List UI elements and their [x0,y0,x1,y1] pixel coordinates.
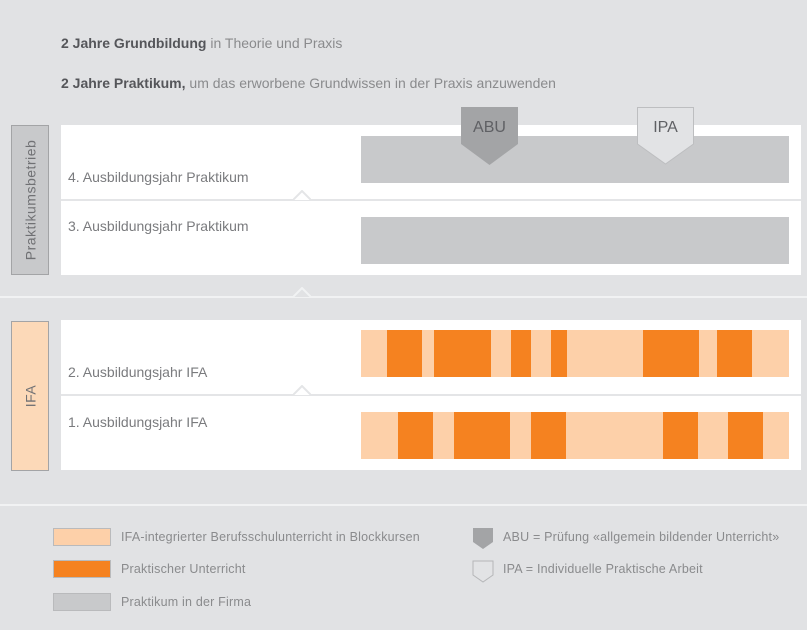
abu-marker: ABU [461,107,518,165]
intro-line-grundbildung: 2 Jahre Grundbildung in Theorie und Prax… [61,35,342,51]
legend-label-practical: Praktischer Unterricht [121,562,246,576]
row-divider [61,199,801,201]
legend-separator [0,504,807,506]
section-separator [0,296,807,298]
row-label-year-1: 1. Ausbildungsjahr IFA [68,414,208,430]
practical-block [663,412,698,459]
intro-text-grundbildung: in Theorie und Praxis [206,35,343,51]
row-label-year-3: 3. Ausbildungsjahr Praktikum [68,218,249,234]
legend-label-internship: Praktikum in der Firma [121,595,252,609]
legend-label-ipa: IPA = Individuelle Praktische Arbeit [503,562,703,576]
intro-bold-grundbildung: 2 Jahre Grundbildung [61,35,207,51]
practical-block [398,412,433,459]
practical-block [551,330,567,377]
bar-year-1-ifa [361,412,789,459]
legend-label-ifa-school: IFA-integrierter Berufsschulunterricht i… [121,530,420,544]
legend-swatch-internship [53,593,111,611]
row-label-year-4: 4. Ausbildungsjahr Praktikum [68,169,249,185]
practical-block [717,330,752,377]
caret-icon [293,287,311,298]
practical-block [728,412,763,459]
abu-shield-icon [461,107,518,165]
legend-swatch-ifa-school [53,528,111,546]
practical-block [387,330,422,377]
caret-icon [293,385,311,395]
ipa-shield-icon [472,560,494,583]
practical-block [511,330,531,377]
bar-year-3-internship [361,217,789,264]
practical-block [454,412,510,459]
panel-ifa: 2. Ausbildungsjahr IFA 1. Ausbildungsjah… [61,320,801,470]
bar-year-2-ifa [361,330,789,377]
intro-line-praktikum: 2 Jahre Praktikum, um das erworbene Grun… [61,75,556,91]
ipa-marker: IPA [637,107,694,165]
ipa-marker-label: IPA [653,119,678,136]
practical-block [434,330,491,377]
practical-block [531,412,566,459]
legend-swatch-practical [53,560,111,578]
caret-icon [293,190,311,200]
bar-year-4-internship [361,136,789,183]
section-tab-label: Praktikumsbetrieb [22,139,39,261]
row-divider [61,394,801,396]
section-tab-praktikumsbetrieb: Praktikumsbetrieb [11,125,49,275]
practical-block [643,330,699,377]
abu-marker-label: ABU [473,119,506,136]
row-label-year-2: 2. Ausbildungsjahr IFA [68,364,208,380]
intro-bold-praktikum: 2 Jahre Praktikum, [61,75,186,91]
section-tab-label: IFA [21,384,38,408]
intro-text-praktikum: um das erworbene Grundwissen in der Prax… [185,75,556,91]
section-tab-ifa: IFA [11,321,49,471]
legend-label-abu: ABU = Prüfung «allgemein bildender Unter… [503,530,780,544]
ipa-shield-icon [637,107,694,165]
abu-shield-icon [473,528,493,549]
